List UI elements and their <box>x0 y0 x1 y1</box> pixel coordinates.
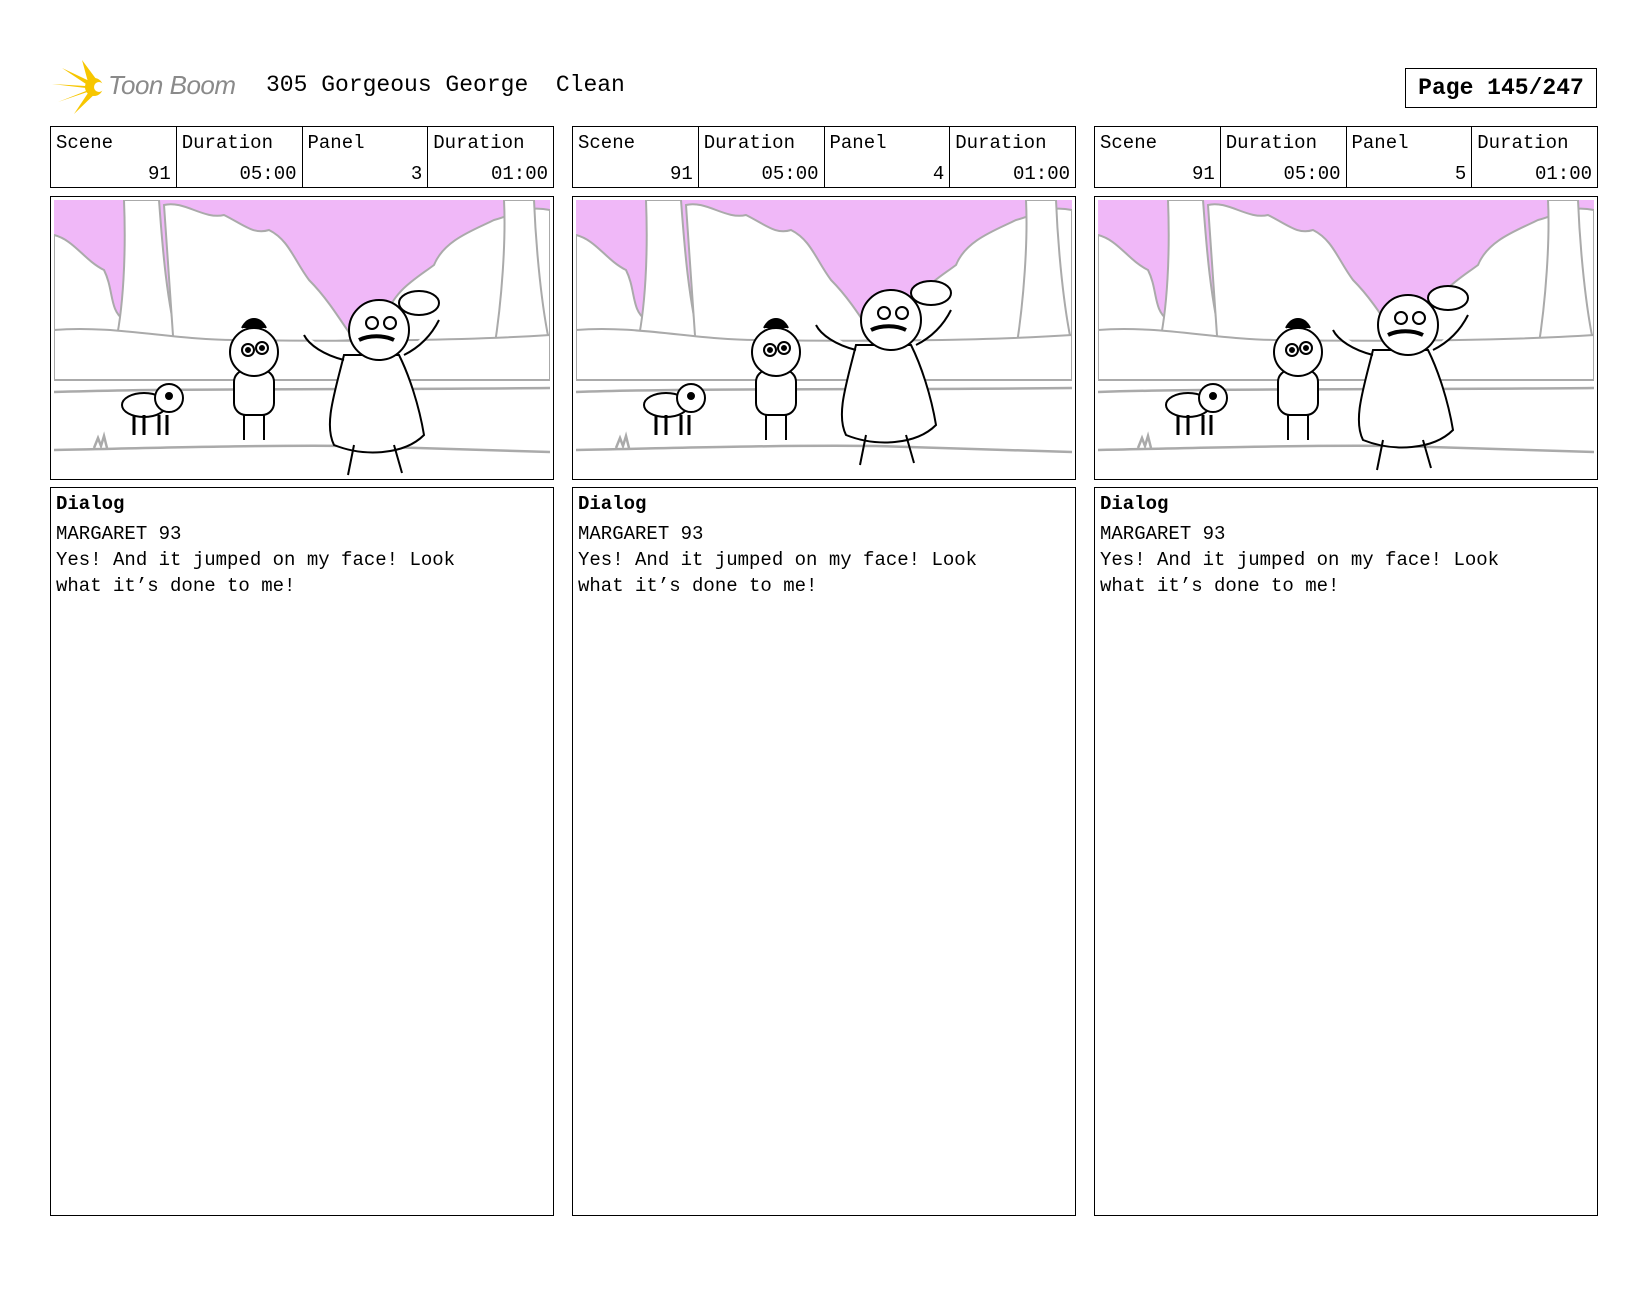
dialog-line: what it’s done to me! <box>1100 575 1340 597</box>
boy <box>751 318 801 440</box>
storyboard-panel-3: Scene 91 Duration 05:00 Panel 5 Duration 01:… <box>1094 126 1598 1216</box>
panel-duration-cell: Duration 01:00 <box>427 127 553 187</box>
panel-duration-label: Duration <box>433 132 525 154</box>
panel-label: Panel <box>307 132 365 154</box>
scene-duration-label: Duration <box>703 132 795 154</box>
panel-value: 4 <box>932 163 945 185</box>
scene-duration-cell: Duration 05:00 <box>697 127 824 187</box>
dog <box>643 383 706 435</box>
storyboard-drawing <box>1098 200 1594 476</box>
dialog-box: Dialog MARGARET 93 Yes! And it jumped on… <box>50 487 554 1216</box>
dialog-line: what it’s done to me! <box>578 575 818 597</box>
document-title: 305 Gorgeous George Clean <box>266 72 625 98</box>
scene-label: Scene <box>1100 132 1158 154</box>
dog <box>121 383 184 435</box>
dialog-box: Dialog MARGARET 93 Yes! And it jumped on… <box>572 487 1076 1216</box>
panel-duration-value: 01:00 <box>1012 163 1070 185</box>
toon-boom-logo: Toon Boom <box>52 60 252 114</box>
woman <box>1332 285 1469 471</box>
scene-duration-cell: Duration 05:00 <box>1219 127 1346 187</box>
scene-cell: Scene 91 <box>573 127 698 187</box>
panel-duration-label: Duration <box>955 132 1047 154</box>
dialog-line: what it’s done to me! <box>56 575 296 597</box>
panel-cell: Panel 5 <box>1345 127 1472 187</box>
panel-value: 3 <box>410 163 423 185</box>
dialog-box: Dialog MARGARET 93 Yes! And it jumped on… <box>1094 487 1598 1216</box>
dialog-line: Yes! And it jumped on my face! Look <box>56 549 456 571</box>
scene-duration-value: 05:00 <box>1283 163 1341 185</box>
panel-info-table: Scene 91 Duration 05:00 Panel 3 Duration 01:… <box>50 126 554 188</box>
panel-image <box>50 196 554 480</box>
panel-info-table: Scene 91 Duration 05:00 Panel 4 Duration 01:… <box>572 126 1076 188</box>
scene-duration-value: 05:00 <box>239 163 297 185</box>
woman <box>303 290 440 476</box>
scene-value: 91 <box>669 163 693 185</box>
panel-info-table: Scene 91 Duration 05:00 Panel 5 Duration 01:… <box>1094 126 1598 188</box>
scene-duration-value: 05:00 <box>761 163 819 185</box>
scene-label: Scene <box>56 132 114 154</box>
boy <box>1273 318 1323 440</box>
boy <box>229 318 279 440</box>
panel-duration-cell: Duration 01:00 <box>949 127 1075 187</box>
storyboard-drawing <box>54 200 550 476</box>
panel-image <box>1094 196 1598 480</box>
scene-duration-cell: Duration 05:00 <box>175 127 302 187</box>
starburst-icon <box>52 60 104 114</box>
panel-cell: Panel 3 <box>301 127 428 187</box>
panel-duration-value: 01:00 <box>490 163 548 185</box>
scene-cell: Scene 91 <box>51 127 176 187</box>
scene-value: 91 <box>1191 163 1215 185</box>
dialog-speaker: MARGARET 93 <box>578 523 704 545</box>
storyboard-panel-1: Scene 91 Duration 05:00 Panel 3 Duration 01:… <box>50 126 554 1216</box>
scene-value: 91 <box>147 163 171 185</box>
dialog-heading: Dialog <box>1100 493 1169 515</box>
panel-cell: Panel 4 <box>823 127 950 187</box>
scene-duration-label: Duration <box>1225 132 1317 154</box>
panel-image <box>572 196 1076 480</box>
dialog-speaker: MARGARET 93 <box>1100 523 1226 545</box>
scene-duration-label: Duration <box>181 132 273 154</box>
dialog-line: Yes! And it jumped on my face! Look <box>1100 549 1500 571</box>
woman <box>815 280 952 466</box>
scene-cell: Scene 91 <box>1095 127 1220 187</box>
panel-duration-cell: Duration 01:00 <box>1471 127 1597 187</box>
dialog-line: Yes! And it jumped on my face! Look <box>578 549 978 571</box>
storyboard-drawing <box>576 200 1072 476</box>
panel-duration-value: 01:00 <box>1534 163 1592 185</box>
panel-duration-label: Duration <box>1477 132 1569 154</box>
panel-value: 5 <box>1454 163 1467 185</box>
panel-label: Panel <box>1351 132 1409 154</box>
storyboard-panel-2: Scene 91 Duration 05:00 Panel 4 Duration 01:… <box>572 126 1076 1216</box>
scene-label: Scene <box>578 132 636 154</box>
dialog-speaker: MARGARET 93 <box>56 523 182 545</box>
dialog-heading: Dialog <box>578 493 647 515</box>
dialog-heading: Dialog <box>56 493 125 515</box>
page-number: Page 145/247 <box>1405 68 1597 108</box>
panel-label: Panel <box>829 132 887 154</box>
dog <box>1165 383 1228 435</box>
